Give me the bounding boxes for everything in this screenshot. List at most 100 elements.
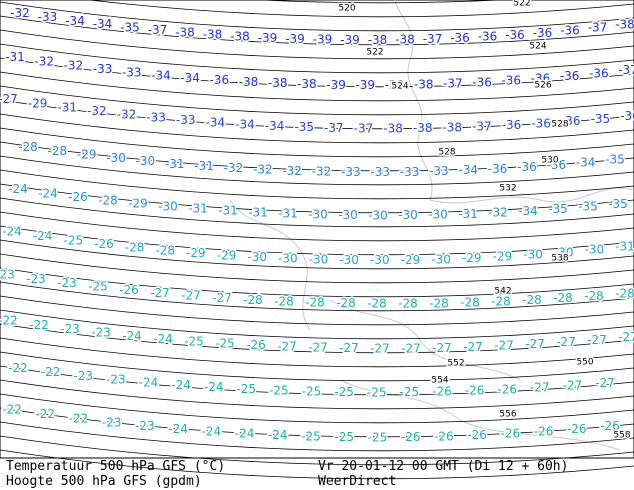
contour-line	[0, 113, 634, 144]
temperature-label: -33	[429, 164, 449, 178]
footer-text: WeerDirect	[318, 474, 396, 489]
map-frame	[0, 0, 634, 459]
contour-label: 530	[541, 156, 558, 166]
temperature-label: -26	[119, 283, 139, 297]
temperature-label: -38	[203, 28, 223, 42]
temperature-label: -25	[63, 233, 83, 247]
temperature-label: -25	[269, 383, 289, 397]
temperature-label: -29	[77, 148, 97, 162]
contour-label: 524	[529, 42, 546, 52]
temperature-label: -27	[401, 341, 421, 355]
temperature-label: -30	[158, 199, 178, 213]
temperature-label: -31	[57, 100, 77, 114]
temperature-label: -26	[465, 384, 485, 398]
temperature-label: -31	[165, 157, 185, 171]
temperature-label: -36	[488, 162, 508, 176]
temperature-label: -34	[458, 163, 478, 177]
contour-line	[0, 295, 634, 326]
temperature-label: -26	[497, 382, 517, 396]
contour-line	[254, 0, 507, 4]
temperature-label: -39	[385, 78, 405, 92]
temperature-label: -28	[584, 289, 604, 303]
temperature-label: -36	[546, 158, 566, 172]
temperature-label: -39	[326, 78, 346, 92]
temperature-label: -27	[308, 341, 328, 355]
temperature-label: -33	[400, 165, 420, 179]
contour-label: 520	[338, 4, 355, 14]
temperature-label: -27	[339, 341, 359, 355]
temperature-label: -25	[215, 336, 235, 350]
temperature-label: -36	[478, 30, 498, 44]
temperature-label: -27	[212, 291, 232, 305]
temperature-label: -28	[98, 194, 118, 208]
temperature-label: -38	[414, 77, 434, 91]
temperature-label: -38	[239, 75, 259, 89]
temperature-label: -38	[395, 33, 415, 47]
temperature-label: -38	[268, 76, 288, 90]
contour-label: 524	[391, 82, 408, 92]
temperature-label: -37	[423, 32, 443, 46]
temperature-label: -26	[467, 428, 487, 442]
temperature-label: -27	[530, 381, 550, 395]
temperature-label: -28	[18, 140, 38, 154]
contour-line	[0, 169, 634, 200]
temperature-label: -37	[354, 121, 374, 135]
contour-label: 550	[576, 358, 593, 368]
temperature-label: -28	[48, 144, 68, 158]
contour-line	[0, 351, 634, 382]
temperature-label: -36	[505, 28, 525, 42]
temperature-label: -38	[297, 77, 317, 91]
temperature-label: -28	[367, 297, 387, 311]
temperature-label: -25	[184, 334, 204, 348]
contour-label: 522	[366, 48, 383, 58]
temperature-label: -26	[567, 422, 587, 436]
temperature-label: -28	[125, 241, 145, 255]
temperature-label: -29	[128, 197, 148, 211]
temperature-label: -35	[120, 20, 140, 34]
contour-label: 556	[499, 410, 516, 420]
temperature-label: -34	[206, 115, 226, 129]
temperature-label: -36	[533, 26, 553, 40]
contour-line	[0, 155, 634, 186]
temperature-label: -28	[522, 293, 542, 307]
temperature-label: -36	[531, 72, 551, 86]
contour-line	[0, 15, 634, 46]
temperature-label: -30	[309, 253, 329, 267]
temperature-label: -24	[235, 427, 255, 441]
contour-line	[0, 29, 634, 60]
temperature-label: -26	[434, 429, 454, 443]
temperature-label: -31	[248, 205, 268, 219]
temperature-label: -22	[35, 407, 55, 421]
temperature-label: -23	[91, 326, 111, 340]
temperature-label: -32	[87, 104, 107, 118]
temperature-label: -34	[180, 71, 200, 85]
contour-line	[0, 379, 634, 410]
temperature-label: -27	[150, 286, 170, 300]
temperature-label: -31	[194, 159, 214, 173]
temperature-label: -33	[122, 65, 142, 79]
temperature-label: -23	[0, 267, 15, 281]
temperature-label: -36	[531, 116, 551, 130]
labels: -32 -33 -34 -34 -35 -37 -38 -38 -38 -39 -39 -39 -39-…	[0, 0, 634, 446]
temperature-label: -29	[186, 246, 206, 260]
temperature-label: -32	[224, 161, 244, 175]
contour-label: 522	[513, 0, 530, 9]
temperature-label: -34	[265, 119, 285, 133]
contour-line	[0, 1, 634, 32]
temperature-label: -26	[534, 424, 554, 438]
temperature-label: -23	[57, 276, 77, 290]
contour-line	[0, 323, 634, 354]
temperature-label: -23	[73, 369, 93, 383]
temperature-label: -27	[277, 340, 297, 354]
temperature-label: -25	[236, 382, 256, 396]
temperature-label: -22	[41, 365, 61, 379]
temperature-label: -26	[94, 237, 114, 251]
temperature-label: -39	[313, 33, 333, 47]
temperature-label: -34	[93, 17, 113, 31]
temperature-label: -31	[5, 50, 25, 64]
temperature-label: -37	[443, 77, 463, 91]
temperature-label: -25	[400, 385, 420, 399]
temperature-label: -38	[615, 18, 634, 32]
temperature-label: -23	[135, 419, 155, 433]
